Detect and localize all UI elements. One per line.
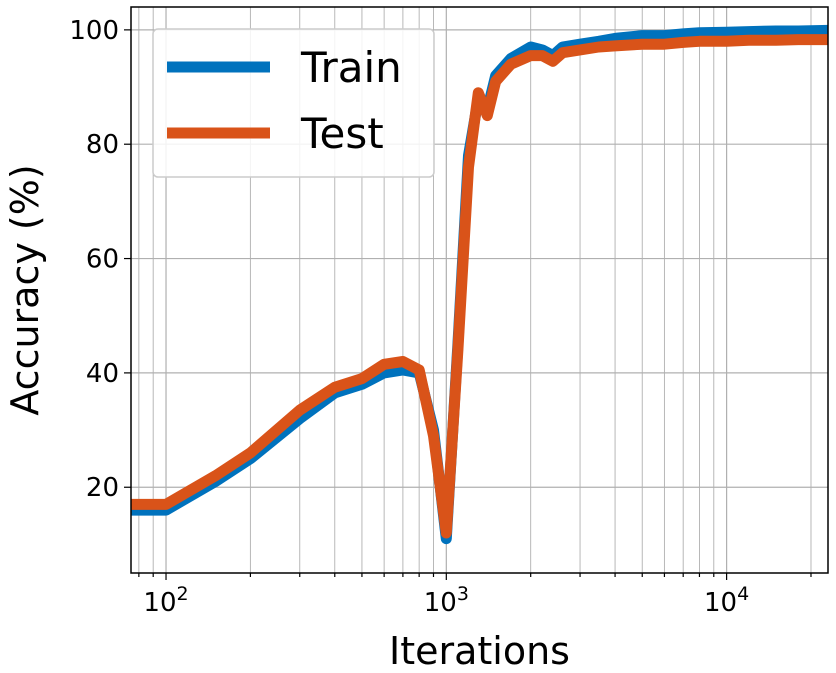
ticks [124,29,812,580]
x-tick-label: 103 [424,583,469,618]
legend-label-train: Train [300,43,402,92]
legend: Train Test [152,28,435,178]
plot-frame [130,6,829,574]
y-tick-label: 60 [86,245,119,275]
y-tick-label: 100 [69,16,119,46]
y-tick-label: 80 [86,130,119,160]
legend-label-test: Test [300,109,384,158]
plot-lines [131,24,828,545]
x-tick-label: 104 [704,583,749,618]
tick-labels: 20 40 60 80 100 102 103 104 [69,16,749,618]
series-line-test [131,34,828,539]
y-axis-title: Accuracy (%) [3,164,47,415]
x-axis-title: Iterations [389,629,570,673]
y-tick-label: 40 [86,359,119,389]
x-tick-label: 102 [143,583,188,618]
y-tick-label: 20 [86,473,119,503]
